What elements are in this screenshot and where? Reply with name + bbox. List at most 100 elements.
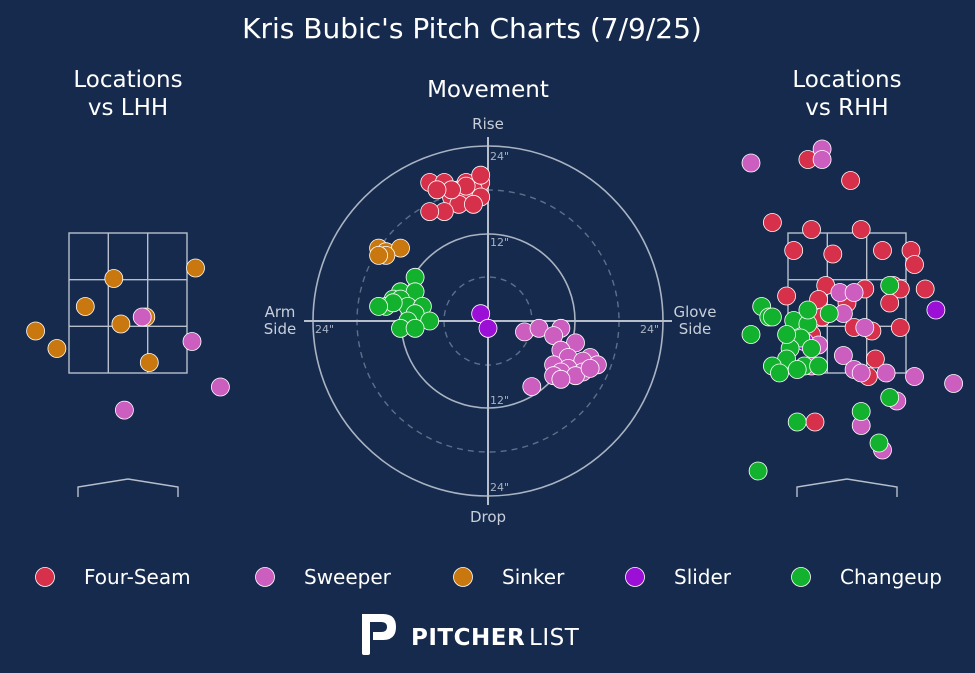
ring-label-24-bottom: 24" bbox=[490, 481, 509, 494]
lhh-point-sweeper-4 bbox=[115, 400, 134, 420]
rhh-point-changeup-14 bbox=[809, 356, 828, 376]
lhh-point-sinker-2 bbox=[186, 258, 205, 278]
legend-label-sweeper: Sweeper bbox=[304, 565, 392, 589]
movement-point-changeup-15 bbox=[369, 296, 389, 316]
rhh-point-four-seam-19 bbox=[880, 293, 900, 313]
main-title: Kris Bubic's Pitch Charts (7/9/25) bbox=[242, 12, 702, 45]
legend-marker-sweeper bbox=[255, 567, 275, 587]
rhh-point-four-seam-7 bbox=[823, 244, 843, 264]
rhh-point-changeup-24 bbox=[787, 360, 807, 379]
rhh-point-four-seam-3 bbox=[763, 213, 782, 232]
rhh-point-sweeper-10 bbox=[834, 346, 853, 365]
rhh-point-four-seam-23 bbox=[890, 318, 910, 337]
rhh-point-sweeper-14 bbox=[905, 367, 924, 386]
lhh-strike-zone bbox=[68, 232, 188, 374]
lhh-point-sinker-3 bbox=[75, 297, 95, 316]
ring-label-24-right: 24" bbox=[640, 323, 659, 336]
rhh-point-changeup-22 bbox=[819, 304, 839, 323]
movement-point-four-seam-13 bbox=[463, 194, 483, 214]
legend-label-sinker: Sinker bbox=[502, 565, 565, 589]
lhh-point-sinker-8 bbox=[139, 353, 159, 372]
rhh-point-changeup-18 bbox=[787, 412, 807, 432]
rhh-point-four-seam-26 bbox=[866, 349, 885, 369]
lhh-points bbox=[26, 258, 230, 420]
legend: Four-Seam Sweeper Sinker Slider Changeup bbox=[35, 565, 942, 589]
movement-label-arm-side-2: Side bbox=[264, 320, 296, 338]
lhh-point-sweeper-3 bbox=[210, 377, 230, 397]
pitcherlist-logo: PITCHER LIST bbox=[362, 614, 580, 655]
ring-label-12-top: 12" bbox=[490, 236, 509, 249]
rhh-point-four-seam-2 bbox=[841, 171, 860, 190]
lhh-point-sweeper-1 bbox=[132, 307, 152, 327]
rhh-point-four-seam-28 bbox=[805, 412, 825, 432]
legend-marker-sinker bbox=[453, 567, 473, 587]
rhh-point-changeup-19 bbox=[869, 433, 889, 453]
pitcherlist-p-icon bbox=[362, 614, 396, 655]
legend-label-four-seam: Four-Seam bbox=[84, 565, 191, 589]
rhh-panel-title-line2: vs RHH bbox=[805, 95, 888, 121]
rhh-point-four-seam-5 bbox=[851, 220, 871, 239]
movement-point-four-seam-16 bbox=[427, 180, 447, 200]
movement-point-sinker-5 bbox=[369, 245, 389, 265]
movement-point-four-seam-17 bbox=[471, 165, 491, 185]
rhh-point-sweeper-5 bbox=[844, 283, 864, 302]
ring-label-24-left: 24" bbox=[315, 323, 334, 336]
movement-label-glove-side-1: Glove bbox=[673, 303, 716, 321]
legend-marker-four-seam bbox=[35, 567, 55, 587]
rhh-point-changeup-17 bbox=[851, 402, 871, 421]
movement-panel-title: Movement bbox=[427, 77, 549, 103]
movement-label-rise: Rise bbox=[472, 115, 504, 133]
brand-bold-text: PITCHER bbox=[411, 625, 525, 651]
lhh-point-sinker-7 bbox=[47, 339, 67, 358]
rhh-point-sweeper-3 bbox=[741, 153, 761, 173]
lhh-point-sinker-1 bbox=[104, 269, 124, 288]
rhh-point-four-seam-10 bbox=[905, 255, 924, 274]
rhh-panel-title-line1: Locations bbox=[792, 67, 901, 93]
legend-label-changeup: Changeup bbox=[840, 565, 942, 589]
movement-label-glove-side-2: Side bbox=[679, 320, 711, 338]
movement-label-arm-side-1: Arm bbox=[265, 303, 296, 321]
rhh-point-changeup-12 bbox=[770, 363, 789, 383]
lhh-home-plate bbox=[77, 478, 179, 497]
rhh-home-plate bbox=[796, 478, 898, 497]
movement-point-four-seam-12 bbox=[420, 202, 440, 222]
legend-marker-slider bbox=[625, 567, 645, 587]
legend-label-slider: Slider bbox=[674, 565, 732, 589]
rhh-points bbox=[741, 139, 963, 481]
rhh-point-changeup-15 bbox=[880, 276, 900, 295]
movement-point-sweeper-19 bbox=[551, 369, 571, 389]
rhh-point-sweeper-12 bbox=[851, 363, 871, 383]
lhh-point-sweeper-2 bbox=[182, 332, 202, 351]
rhh-point-slider-2 bbox=[926, 300, 946, 320]
rhh-point-changeup-9 bbox=[741, 325, 761, 344]
lhh-point-sinker-5 bbox=[111, 314, 131, 334]
movement-points bbox=[369, 165, 607, 397]
movement-point-changeup-14 bbox=[405, 318, 425, 338]
ring-label-24-top: 24" bbox=[490, 150, 509, 163]
rhh-point-sweeper-2 bbox=[812, 150, 832, 169]
rhh-point-sweeper-7 bbox=[855, 318, 875, 337]
rhh-point-changeup-23 bbox=[777, 325, 796, 344]
rhh-point-changeup-16 bbox=[880, 388, 900, 407]
lhh-panel-title-line1: Locations bbox=[73, 67, 182, 93]
movement-point-slider-2 bbox=[478, 318, 498, 338]
rhh-point-sweeper-15 bbox=[944, 374, 963, 393]
rhh-point-four-seam-8 bbox=[873, 241, 892, 260]
rhh-point-changeup-7 bbox=[802, 339, 821, 358]
rhh-point-four-seam-15 bbox=[915, 279, 935, 299]
rhh-point-changeup-21 bbox=[798, 300, 818, 320]
brand-light-text: LIST bbox=[529, 625, 580, 651]
rhh-point-sweeper-13 bbox=[876, 363, 896, 383]
rhh-point-changeup-20 bbox=[748, 461, 768, 481]
movement-point-sweeper-18 bbox=[522, 377, 542, 397]
rhh-point-four-seam-16 bbox=[777, 286, 796, 306]
legend-marker-changeup bbox=[791, 567, 811, 587]
lhh-point-sinker-4 bbox=[26, 321, 45, 341]
rhh-point-four-seam-4 bbox=[802, 220, 821, 239]
rhh-point-four-seam-6 bbox=[784, 241, 804, 260]
ring-label-12-bottom: 12" bbox=[490, 394, 509, 407]
lhh-panel-title-line2: vs LHH bbox=[88, 95, 168, 121]
movement-point-sweeper-16 bbox=[580, 358, 600, 378]
rhh-point-changeup-5 bbox=[763, 307, 782, 327]
